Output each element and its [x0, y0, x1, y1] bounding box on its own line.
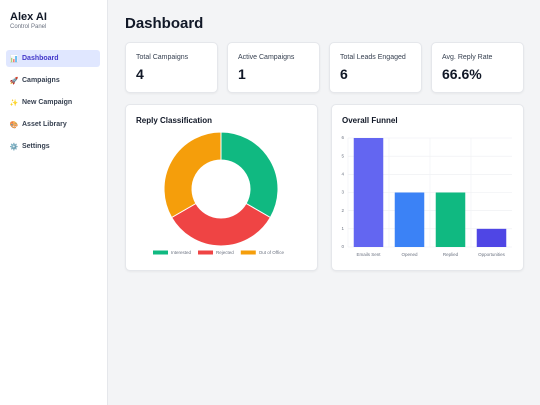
nav-label: Settings	[22, 143, 50, 150]
legend-label: Rejected	[216, 250, 234, 255]
stat-card: Total Campaigns 4	[125, 42, 218, 93]
page-title: Dashboard	[125, 15, 204, 32]
bar	[476, 228, 507, 247]
nav-item[interactable]: 📊 Dashboard	[6, 50, 100, 67]
nav-label: Campaigns	[22, 77, 60, 84]
legend-swatch	[240, 250, 256, 255]
chart-title: Reply Classification	[136, 116, 213, 125]
stat-card: Total Leads Engaged 6	[329, 42, 422, 93]
nav-item[interactable]: ⚙️ Settings	[6, 138, 100, 155]
y-tick-label: 1	[341, 226, 344, 231]
nav-label: Asset Library	[22, 121, 67, 128]
nav-icon: 📊	[9, 55, 19, 63]
brand: Alex AI	[10, 11, 47, 23]
nav-icon: ✨	[9, 99, 19, 107]
y-tick-label: 4	[341, 172, 344, 177]
y-tick-label: 2	[341, 208, 344, 213]
y-tick-label: 3	[341, 190, 344, 195]
nav-icon: 🚀	[9, 77, 19, 85]
doughnut-slice	[163, 131, 222, 219]
brand-subtitle: Control Panel	[10, 24, 47, 30]
nav-label: New Campaign	[22, 99, 73, 106]
legend-swatch	[198, 250, 214, 255]
sidebar: Alex AI Control Panel 📊 Dashboard 🚀 Campai…	[0, 0, 108, 405]
doughnut-slice	[220, 131, 279, 219]
stat-value: 6	[340, 66, 348, 82]
nav-item[interactable]: 🚀 Campaigns	[6, 72, 100, 89]
nav-item[interactable]: 🎨 Asset Library	[6, 116, 100, 133]
stat-label: Total Leads Engaged	[340, 54, 406, 61]
bar	[435, 192, 466, 247]
nav-icon: 🎨	[9, 121, 19, 129]
x-tick-label: Opportunities	[478, 252, 506, 257]
stat-card: Active Campaigns 1	[227, 42, 320, 93]
x-tick-label: Opened	[401, 252, 418, 257]
legend-label: Interested	[171, 250, 192, 255]
stat-value: 66.6%	[442, 66, 482, 82]
chart-title: Overall Funnel	[342, 116, 398, 125]
stat-value: 4	[136, 66, 144, 82]
stat-label: Total Campaigns	[136, 54, 189, 61]
x-tick-label: Emails Sent	[356, 252, 381, 257]
doughnut-slice	[170, 202, 272, 247]
bar	[353, 138, 384, 247]
nav-icon: ⚙️	[9, 143, 19, 151]
stat-label: Avg. Reply Rate	[442, 54, 493, 61]
nav-label: Dashboard	[22, 55, 59, 62]
legend-label: Out of Office	[259, 250, 285, 255]
legend-swatch	[153, 250, 168, 255]
bar	[394, 192, 425, 247]
y-tick-label: 0	[341, 244, 344, 249]
stat-value: 1	[238, 66, 246, 82]
y-tick-label: 5	[341, 153, 344, 158]
y-tick-label: 6	[341, 135, 344, 140]
stat-label: Active Campaigns	[238, 54, 295, 61]
nav-item[interactable]: ✨ New Campaign	[6, 94, 100, 111]
x-tick-label: Replied	[443, 252, 459, 257]
stat-card: Avg. Reply Rate 66.6%	[431, 42, 524, 93]
